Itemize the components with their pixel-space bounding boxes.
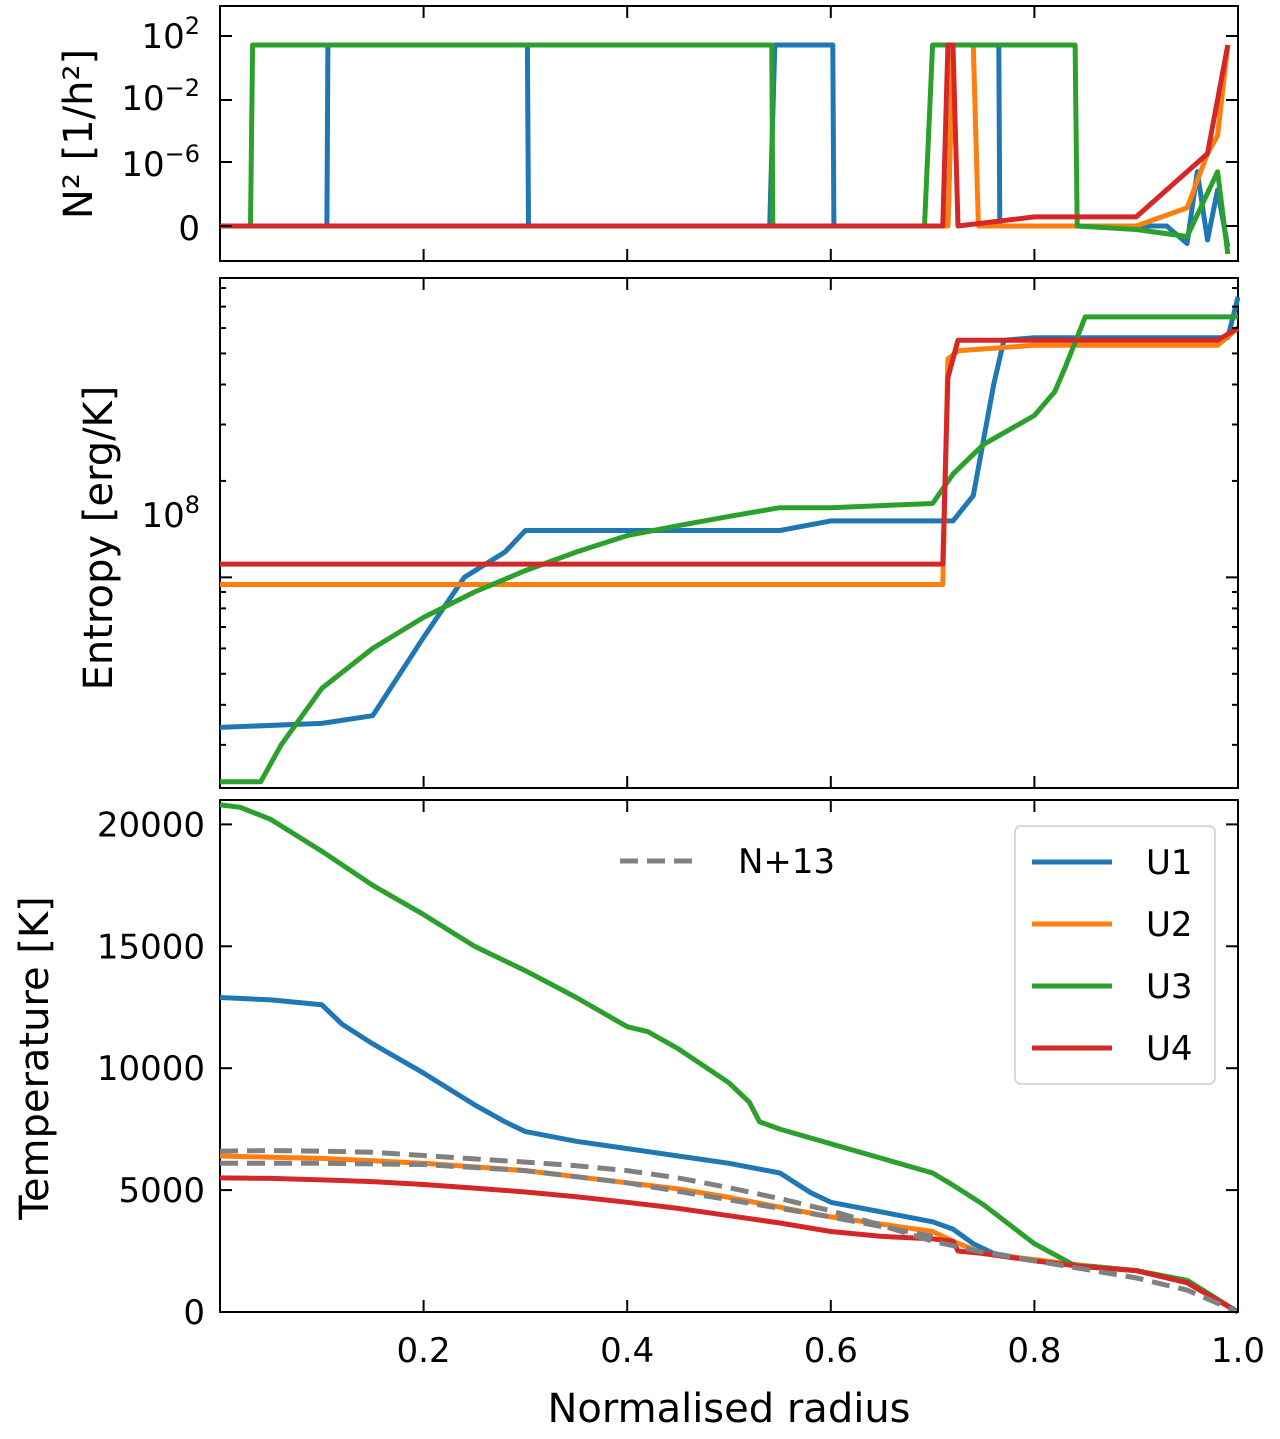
bottom-series-u3	[219, 802, 1240, 1315]
bottom-ytick-label: 5000	[118, 1171, 205, 1211]
panel-frame-top	[219, 5, 1239, 262]
bottom-ytick-label: 0	[183, 1293, 205, 1333]
xtick-label: 1.0	[1211, 1331, 1265, 1371]
plot-bottom	[219, 802, 1240, 1315]
plot-middle	[219, 296, 1241, 785]
middle-series-u4	[220, 325, 1240, 567]
legend-u1-label: U1	[1146, 843, 1193, 883]
bottom-ytick-label: 10000	[97, 1049, 205, 1089]
xtick-label: 0.6	[804, 1331, 858, 1371]
legend-frame	[1014, 825, 1216, 1085]
middle-series-u3	[220, 314, 1238, 785]
ticks: 0.2 0.4 0.6 0.8 1.0 0 5000 10000 15000 20000	[97, 6, 1265, 1371]
legend-u2-label: U2	[1146, 905, 1193, 945]
bottom-ylabel: Temperature [K]	[12, 896, 58, 1221]
bottom-series-n13	[220, 1160, 934, 1239]
plot-top	[220, 42, 1231, 255]
top-series-u3	[220, 42, 1231, 255]
top-series-u2	[220, 42, 1231, 229]
panel-frame-middle	[219, 277, 1239, 789]
top-ytick-label-1e2: 102	[141, 12, 200, 57]
middle-series-u2	[220, 326, 1240, 587]
xtick-label: 0.2	[397, 1331, 451, 1371]
top-ytick-label-0: 0	[178, 209, 200, 249]
legend-n13-label: N+13	[738, 842, 835, 882]
legend-u3-label: U3	[1146, 967, 1193, 1007]
middle-ytick-label-1e8: 108	[141, 491, 200, 536]
legend-u4-label: U4	[1146, 1029, 1193, 1069]
legend-n13: N+13	[620, 842, 835, 882]
top-series-u4	[220, 42, 1231, 229]
middle-ylabel: Entropy [erg/K]	[76, 386, 122, 691]
xtick-label: 0.4	[600, 1331, 654, 1371]
top-ylabel: N² [1/h²]	[56, 49, 102, 219]
bottom-ytick-label: 15000	[97, 927, 205, 967]
xlabel: Normalised radius	[547, 1386, 910, 1432]
bottom-series-n13	[219, 1148, 1239, 1315]
top-ytick-label-1em2: 10−2	[121, 74, 200, 119]
bottom-ytick-label: 20000	[97, 805, 205, 845]
xtick-label: 0.8	[1007, 1331, 1061, 1371]
panel-frame-bottom	[219, 799, 1239, 1313]
legend-box: U1 U2 U3 U4	[1014, 825, 1216, 1085]
top-ytick-label-1em6: 10−6	[121, 140, 200, 185]
middle-series-u1	[219, 296, 1241, 730]
